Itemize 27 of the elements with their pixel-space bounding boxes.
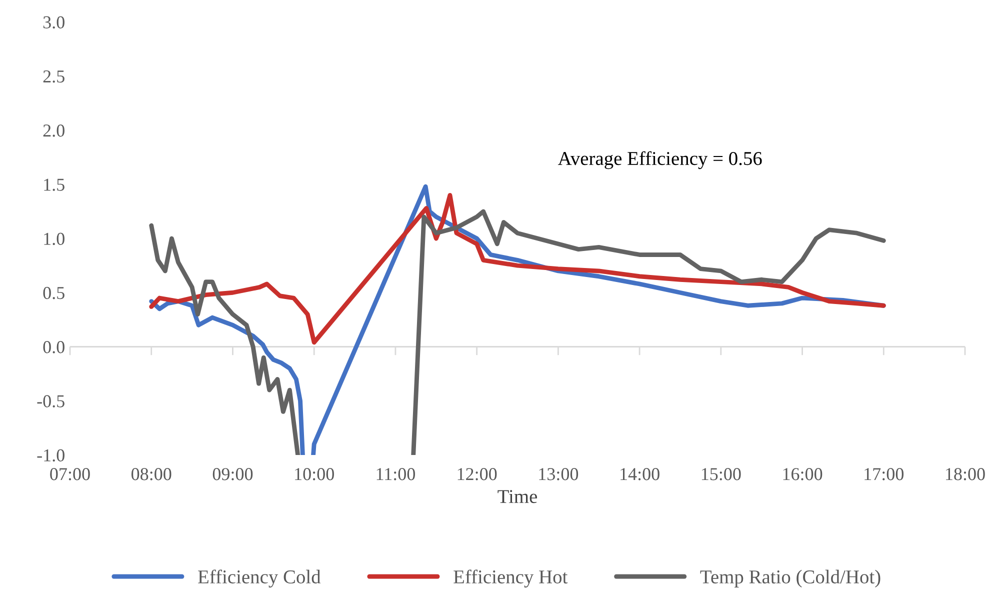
legend-label: Temp Ratio (Cold/Hot) [700, 570, 880, 588]
x-tick-label: 18:00 [946, 468, 985, 480]
x-tick-label: 17:00 [864, 468, 904, 480]
x-tick-label: 10:00 [295, 468, 334, 480]
x-tick-label: 14:00 [620, 468, 660, 480]
x-axis-title: Time [498, 490, 538, 504]
y-tick-label: 3.0 [43, 16, 64, 29]
legend-label: Efficiency Cold [198, 570, 321, 588]
x-tick-label: 08:00 [131, 468, 172, 480]
legend-label: Efficiency Hot [454, 570, 568, 588]
y-tick-label: 2.5 [43, 70, 64, 83]
y-tick-label: 0.5 [43, 286, 64, 300]
y-tick-label: -1.0 [37, 449, 64, 462]
x-tick-label: 12:00 [458, 468, 497, 480]
y-tick-label: 0.0 [43, 341, 64, 354]
y-tick-label: 2.0 [43, 124, 64, 137]
y-tick-label: -0.5 [37, 395, 64, 408]
annotation: Average Efficiency = 0.56 [558, 151, 762, 170]
x-tick-label: 15:00 [702, 468, 741, 480]
x-tick-label: 16:00 [783, 468, 822, 480]
y-tick-label: 1.0 [44, 232, 64, 246]
x-tick-label: 07:00 [50, 468, 90, 480]
x-tick-label: 11:00 [376, 468, 415, 480]
y-tick-label: 1.5 [44, 178, 64, 191]
x-tick-label: 13:00 [539, 468, 578, 480]
line-series [149, 192, 886, 345]
x-tick-label: 09:00 [212, 468, 253, 480]
